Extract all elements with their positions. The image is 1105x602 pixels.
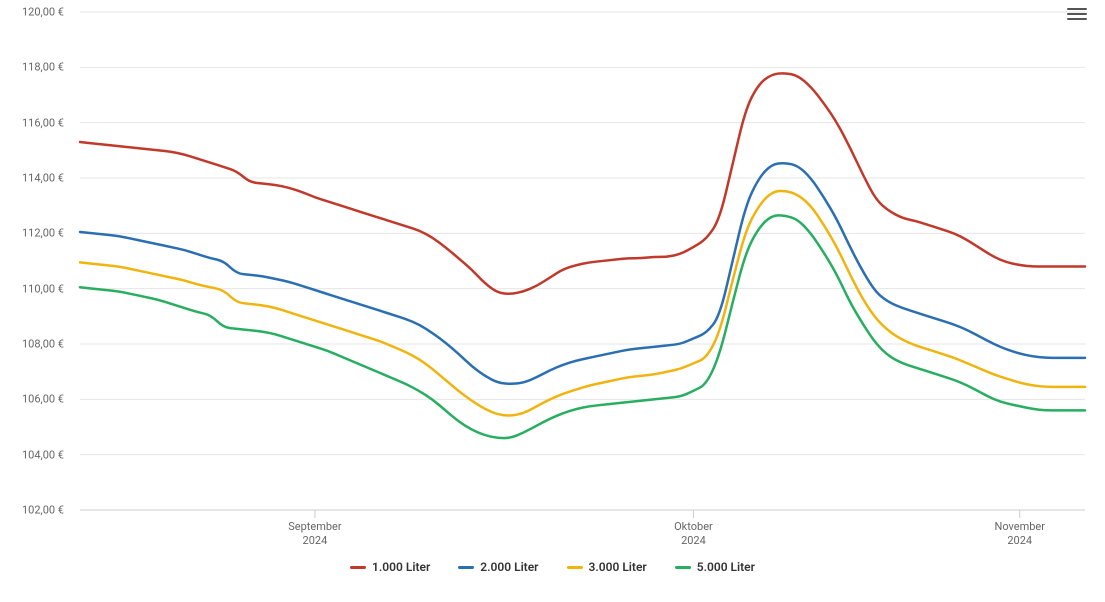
legend-item-s1[interactable]: 1.000 Liter — [350, 560, 430, 574]
legend: 1.000 Liter 2.000 Liter 3.000 Liter 5.000 L… — [0, 560, 1105, 574]
legend-swatch — [567, 566, 583, 569]
legend-item-s2[interactable]: 2.000 Liter — [458, 560, 538, 574]
price-chart: 120,00 €118,00 €116,00 €114,00 €112,00 €… — [0, 0, 1105, 602]
legend-label: 2.000 Liter — [480, 560, 538, 574]
x-tick-label: September2024 — [288, 520, 341, 548]
x-axis-labels: September2024 Oktober2024 November2024 — [0, 520, 1105, 560]
chart-menu-icon[interactable] — [1067, 8, 1087, 24]
legend-item-s4[interactable]: 5.000 Liter — [675, 560, 755, 574]
legend-swatch — [350, 566, 366, 569]
x-tick-label: Oktober2024 — [674, 520, 713, 548]
legend-swatch — [675, 566, 691, 569]
legend-label: 1.000 Liter — [372, 560, 430, 574]
legend-label: 5.000 Liter — [697, 560, 755, 574]
plot-area — [0, 0, 1105, 602]
x-tick-label: November2024 — [994, 520, 1045, 548]
legend-label: 3.000 Liter — [589, 560, 647, 574]
legend-item-s3[interactable]: 3.000 Liter — [567, 560, 647, 574]
legend-swatch — [458, 566, 474, 569]
